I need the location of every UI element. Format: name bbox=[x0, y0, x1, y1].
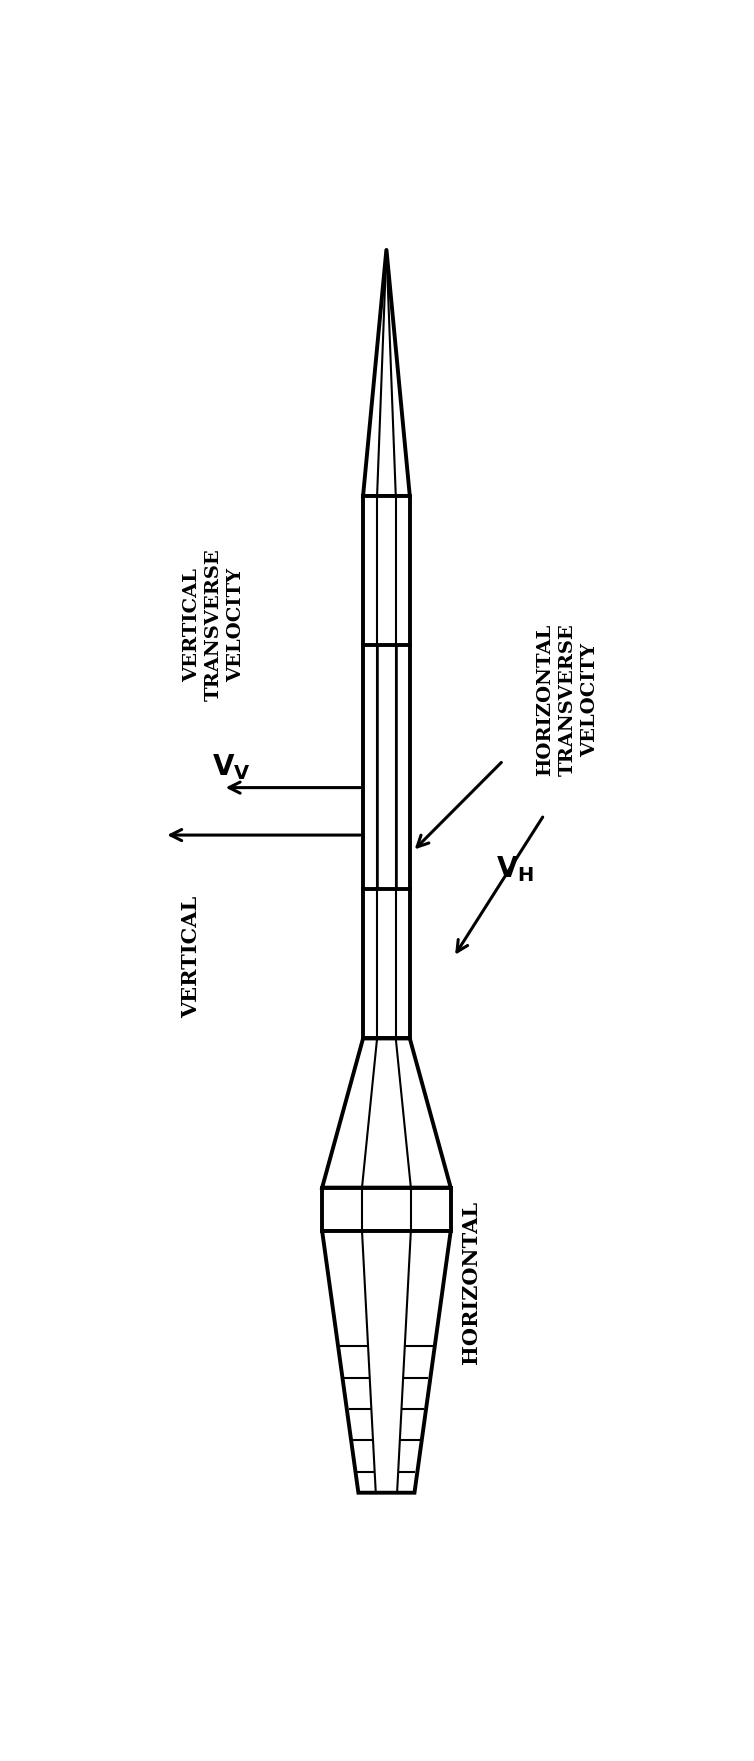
Text: VERTICAL: VERTICAL bbox=[181, 896, 201, 1018]
Polygon shape bbox=[322, 1231, 451, 1493]
Bar bbox=[363, 497, 410, 1039]
Text: $\mathbf{V}_\mathbf{H}$: $\mathbf{V}_\mathbf{H}$ bbox=[496, 854, 534, 884]
Polygon shape bbox=[322, 1039, 451, 1187]
FancyArrowPatch shape bbox=[229, 782, 360, 792]
Text: HORIZONTAL
TRANSVERSE
VELOCITY: HORIZONTAL TRANSVERSE VELOCITY bbox=[536, 623, 599, 777]
FancyArrowPatch shape bbox=[417, 763, 501, 847]
FancyArrowPatch shape bbox=[457, 817, 543, 953]
Text: HORIZONTAL: HORIZONTAL bbox=[461, 1201, 481, 1365]
Bar bbox=[322, 1187, 451, 1231]
Polygon shape bbox=[363, 250, 410, 497]
FancyArrowPatch shape bbox=[170, 829, 360, 840]
Text: $\mathbf{V}_\mathbf{V}$: $\mathbf{V}_\mathbf{V}$ bbox=[212, 752, 251, 782]
Text: VERTICAL
TRANSVERSE
VELOCITY: VERTICAL TRANSVERSE VELOCITY bbox=[182, 548, 245, 701]
